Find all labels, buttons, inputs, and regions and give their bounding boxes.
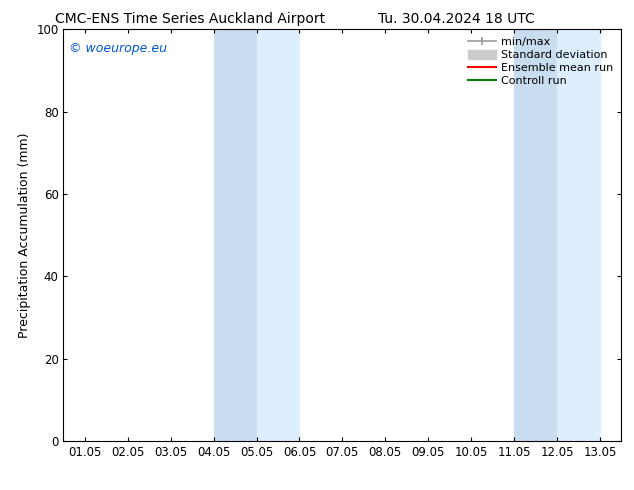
Bar xyxy=(514,29,557,441)
Bar xyxy=(214,29,257,441)
Bar xyxy=(257,29,299,441)
Text: Tu. 30.04.2024 18 UTC: Tu. 30.04.2024 18 UTC xyxy=(378,12,535,26)
Text: CMC-ENS Time Series Auckland Airport: CMC-ENS Time Series Auckland Airport xyxy=(55,12,325,26)
Y-axis label: Precipitation Accumulation (mm): Precipitation Accumulation (mm) xyxy=(18,132,30,338)
Bar xyxy=(557,29,600,441)
Text: © woeurope.eu: © woeurope.eu xyxy=(69,42,167,55)
Legend: min/max, Standard deviation, Ensemble mean run, Controll run: min/max, Standard deviation, Ensemble me… xyxy=(466,35,616,88)
